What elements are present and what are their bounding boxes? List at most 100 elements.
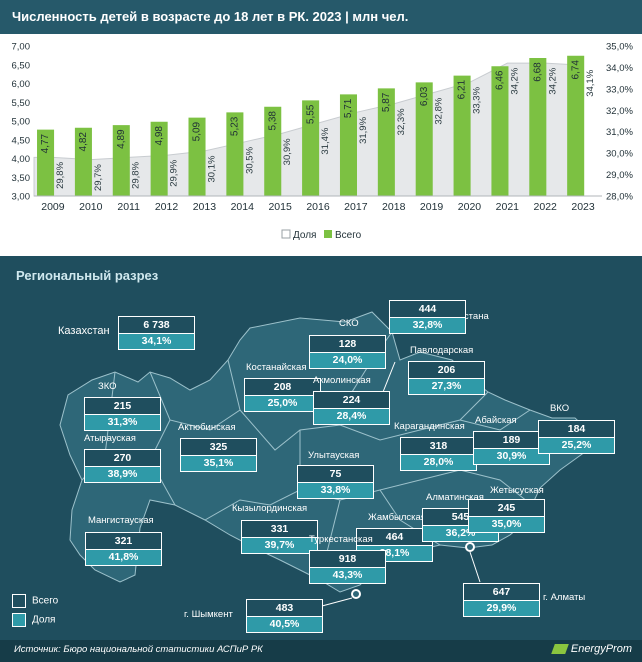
share-label-2016: 31,4% <box>320 127 331 154</box>
region-14-name: Алматинская <box>426 492 484 503</box>
region-19-name: г. Шымкент <box>184 609 233 620</box>
chart-unit: млн чел. <box>352 9 409 24</box>
y2-tick: 34,0% <box>606 63 633 74</box>
region-9-total: 189 <box>474 432 549 448</box>
y-tick: 3,00 <box>12 192 31 203</box>
region-11-box: 75 33,8% <box>297 465 374 499</box>
national-label: Казахстан <box>58 325 110 337</box>
region-7-box: 325 35,1% <box>180 438 257 472</box>
region-11-total: 75 <box>298 466 373 482</box>
bar-total-2014 <box>226 112 244 196</box>
y-tick: 5,00 <box>12 117 31 128</box>
x-tick-2018: 2018 <box>382 201 406 213</box>
bar-total-2010 <box>74 127 92 196</box>
x-tick-2009: 2009 <box>41 201 65 213</box>
almaty-leader <box>469 551 481 583</box>
region-3-total: 208 <box>245 379 320 395</box>
region-8-total: 318 <box>401 438 476 454</box>
region-6-total: 270 <box>85 450 160 466</box>
region-9-box: 189 30,9% <box>473 431 550 465</box>
region-4-total: 224 <box>314 392 389 408</box>
national-box: 6 738 34,1% <box>118 316 195 350</box>
region-17-total: 918 <box>310 551 385 567</box>
region-5-share: 31,3% <box>85 414 160 430</box>
region-12-total: 331 <box>242 521 317 537</box>
legend-swatch-share <box>12 613 26 627</box>
legend-swatch-total-chart <box>324 230 332 238</box>
x-tick-2021: 2021 <box>496 201 520 213</box>
legend-swatch-share-chart <box>281 229 291 239</box>
region-1-name: г. Астана <box>450 311 489 322</box>
bar-label-2016: 5,55 <box>305 104 316 124</box>
bar-label-2021: 6,46 <box>495 70 506 90</box>
x-tick-2012: 2012 <box>155 201 179 213</box>
y-tick: 4,50 <box>12 135 31 146</box>
region-15-box: 245 35,0% <box>468 499 545 533</box>
bar-label-2023: 6,74 <box>570 60 581 80</box>
region-18-name: г. Алматы <box>543 592 586 603</box>
region-5-box: 215 31,3% <box>84 397 161 431</box>
share-label-2015: 30,9% <box>282 138 293 165</box>
region-11-name: Улытауская <box>308 450 360 461</box>
map-legend-total: Всего <box>12 594 58 608</box>
title-bar: Численность детей в возрасте до 18 лет в… <box>0 0 642 34</box>
region-10-total: 184 <box>539 421 614 437</box>
bar-total-2011 <box>112 125 130 196</box>
region-10-box: 184 25,2% <box>538 420 615 454</box>
bar-label-2018: 5,87 <box>381 92 392 112</box>
national-share: 34,1% <box>119 333 194 349</box>
x-tick-2011: 2011 <box>117 201 140 213</box>
y2-tick: 32,0% <box>606 106 633 117</box>
region-16-box: 321 41,8% <box>85 532 162 566</box>
bar-label-2022: 6,68 <box>532 62 543 82</box>
bar-total-2023 <box>567 55 585 196</box>
y2-tick: 33,0% <box>606 84 633 95</box>
bar-label-2009: 4,77 <box>40 133 51 153</box>
region-5-name: ЗКО <box>98 381 117 392</box>
share-label-2023: 34,1% <box>585 69 596 96</box>
region-13-box: 464 38,1% <box>356 528 433 562</box>
region-2-box: 206 27,3% <box>408 361 485 395</box>
y-tick: 6,50 <box>12 60 31 71</box>
region-3-share: 25,0% <box>245 395 320 411</box>
population-chart: 4,77 29,8% 2009 4,82 29,7% 2010 4,89 29,8% 2011 4… <box>12 42 634 242</box>
region-11-share: 33,8% <box>298 482 373 498</box>
region-19-box: 483 40,5% <box>246 599 323 633</box>
share-label-2019: 32,8% <box>434 97 445 124</box>
region-0-total: 128 <box>310 336 385 352</box>
region-9-share: 30,9% <box>474 448 549 464</box>
region-13-name: Жамбылская <box>368 512 426 523</box>
share-label-2020: 33,3% <box>472 86 483 113</box>
bar-total-2009 <box>37 129 55 196</box>
region-15-share: 35,0% <box>469 516 544 532</box>
region-0-name: СКО <box>339 318 359 329</box>
legend-swatch-total <box>12 594 26 608</box>
share-label-2017: 31,9% <box>358 116 369 143</box>
share-label-2013: 30,1% <box>206 155 217 182</box>
bar-label-2012: 4,98 <box>154 126 165 146</box>
chart-panel: 4,77 29,8% 2009 4,82 29,7% 2010 4,89 29,8% 2011 4… <box>0 34 642 256</box>
region-4-name: Акмолинская <box>313 375 371 386</box>
title-separator: | <box>345 9 353 24</box>
region-3-box: 208 25,0% <box>244 378 321 412</box>
share-label-2010: 29,7% <box>93 164 104 191</box>
region-8-share: 28,0% <box>401 454 476 470</box>
region-12-box: 331 39,7% <box>241 520 318 554</box>
region-8-name: Карагандинская <box>394 421 465 432</box>
region-8-box: 318 28,0% <box>400 437 477 471</box>
region-0-share: 24,0% <box>310 352 385 368</box>
brand-name: EnergyProm <box>570 643 632 655</box>
region-12-share: 39,7% <box>242 537 317 553</box>
region-18-share: 29,9% <box>464 600 539 616</box>
x-tick-2019: 2019 <box>420 201 444 213</box>
region-19-total: 483 <box>247 600 322 616</box>
x-tick-2013: 2013 <box>193 201 217 213</box>
bar-label-2010: 4,82 <box>78 132 89 152</box>
bar-total-2015 <box>264 106 282 196</box>
region-4-share: 28,4% <box>314 408 389 424</box>
share-label-2022: 34,2% <box>547 67 558 94</box>
y2-tick: 29,0% <box>606 170 633 181</box>
region-16-share: 41,8% <box>86 549 161 565</box>
bar-total-2021 <box>491 66 509 196</box>
region-2-total: 206 <box>409 362 484 378</box>
